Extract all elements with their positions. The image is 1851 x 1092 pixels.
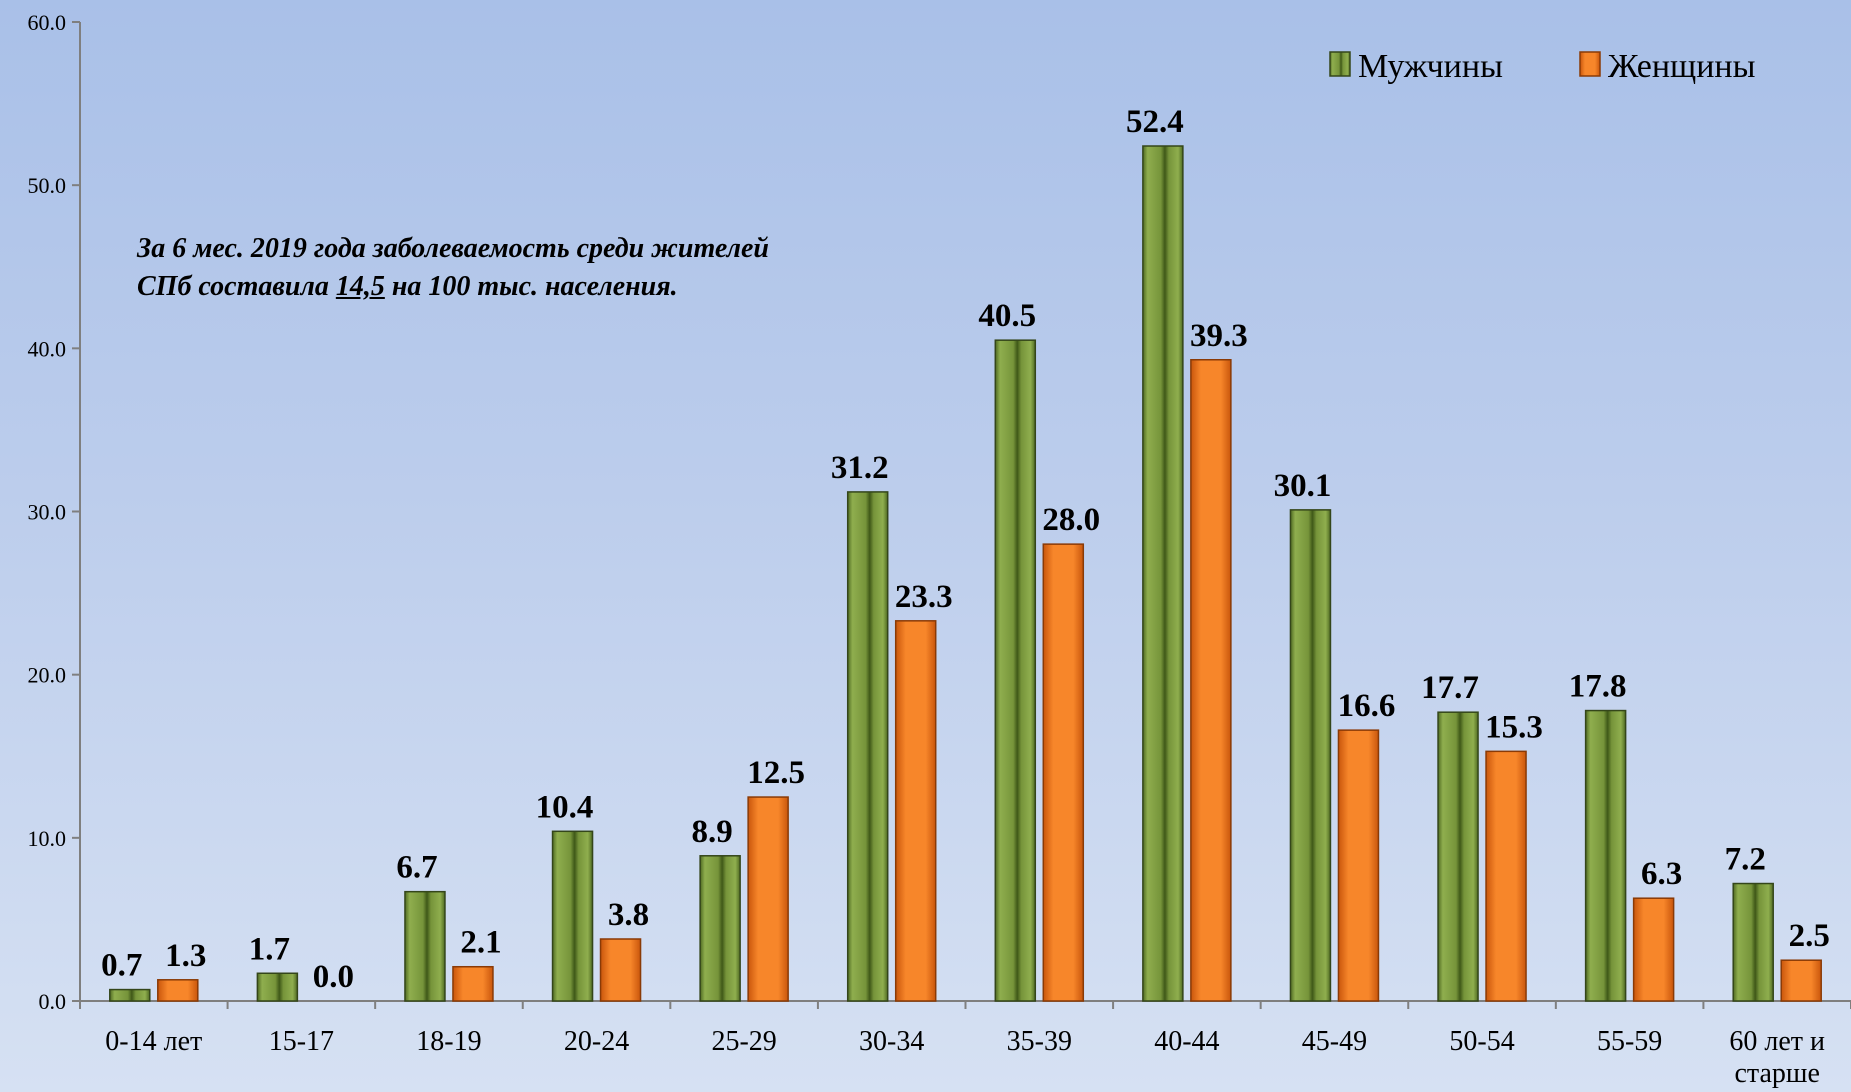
bar-men xyxy=(994,339,1037,1002)
y-axis: 0.0 10.0 20.0 30.0 40.0 50.0 60.0 xyxy=(28,10,81,1014)
bar-men xyxy=(1732,882,1774,1002)
legend-swatch xyxy=(1329,51,1351,77)
annotation-line-2-start: СПб составила xyxy=(137,271,336,302)
data-label: 17.8 xyxy=(1569,669,1627,705)
data-label: 2.1 xyxy=(460,925,501,961)
data-label: 10.4 xyxy=(536,789,594,825)
data-label: 30.1 xyxy=(1274,468,1332,504)
y-tick-label: 20.0 xyxy=(28,663,67,688)
bar-women xyxy=(1042,543,1085,1002)
x-tick-label: 40-44 xyxy=(1154,1026,1219,1057)
bar-men xyxy=(256,972,299,1002)
bar-men xyxy=(551,830,594,1002)
data-label: 12.5 xyxy=(747,755,805,791)
bar-women xyxy=(157,979,199,1002)
x-tick-label: 35-39 xyxy=(1007,1026,1072,1057)
bar-men xyxy=(1142,145,1184,1002)
x-axis: 0-14 лет 15-17 18-19 20-24 25-29 30-34 35-39 40… xyxy=(79,1000,1851,1089)
bar-women xyxy=(747,796,789,1002)
bar-women xyxy=(1190,359,1232,1002)
data-label: 1.3 xyxy=(165,938,206,974)
data-label: 23.3 xyxy=(895,579,953,615)
x-tick-label: 60 лет и старше xyxy=(1729,1026,1825,1089)
bar-men xyxy=(699,855,741,1002)
data-label: 17.7 xyxy=(1421,670,1479,706)
data-label: 28.0 xyxy=(1042,502,1100,538)
x-tick-label: 0-14 лет xyxy=(105,1026,202,1057)
legend-swatch xyxy=(1579,51,1601,77)
bar-men xyxy=(846,491,889,1002)
annotation-line-1: За 6 мес. 2019 года заболеваемость среди… xyxy=(137,233,769,264)
data-label: 7.2 xyxy=(1725,842,1766,878)
legend: Мужчины Женщины xyxy=(1329,48,1756,85)
bar-men xyxy=(109,988,151,1002)
data-label: 3.8 xyxy=(608,897,649,933)
x-tick-label: 18-19 xyxy=(416,1026,481,1057)
x-tick-label: 30-34 xyxy=(859,1026,924,1057)
x-tick-label: 20-24 xyxy=(564,1026,629,1057)
bar-men xyxy=(1437,711,1479,1002)
data-label: 8.9 xyxy=(692,814,733,850)
bar-men xyxy=(404,890,446,1002)
y-tick-label: 40.0 xyxy=(28,336,67,361)
bar-women xyxy=(1632,897,1675,1002)
bar-women xyxy=(1485,750,1527,1002)
annotation-note: За 6 мес. 2019 года заболеваемость среди… xyxy=(137,230,769,306)
y-tick-label: 0.0 xyxy=(39,989,67,1014)
bar-men xyxy=(1584,709,1627,1002)
data-label: 40.5 xyxy=(978,298,1036,334)
data-label: 15.3 xyxy=(1485,709,1543,745)
x-tick-label: 25-29 xyxy=(711,1026,776,1057)
bar-women xyxy=(894,620,937,1002)
annotation-highlight-value: 14,5 xyxy=(335,271,385,302)
x-tick-label: 45-49 xyxy=(1302,1026,1367,1057)
x-tick-label: 50-54 xyxy=(1449,1026,1514,1057)
y-tick-label: 10.0 xyxy=(28,826,67,851)
bars xyxy=(109,145,1822,1002)
data-label: 0.0 xyxy=(313,959,354,995)
y-tick-label: 30.0 xyxy=(28,500,67,525)
annotation-line-2-end: на 100 тыс. населения. xyxy=(384,271,678,302)
data-label: 0.7 xyxy=(101,948,142,984)
bar-women xyxy=(452,965,494,1002)
data-label: 39.3 xyxy=(1190,318,1248,354)
annotation-line-2: СПб составила 14,5 на 100 тыс. населения… xyxy=(137,268,769,306)
data-label: 2.5 xyxy=(1789,918,1830,954)
bar-women xyxy=(1780,959,1822,1002)
data-label: 16.6 xyxy=(1338,688,1396,724)
y-tick-label: 50.0 xyxy=(28,173,67,198)
x-tick-label: 15-17 xyxy=(269,1026,334,1057)
bar-men xyxy=(1289,509,1332,1002)
data-label: 1.7 xyxy=(249,931,290,967)
data-label: 6.7 xyxy=(396,850,437,886)
data-label: 52.4 xyxy=(1126,104,1184,140)
x-tick-label: 55-59 xyxy=(1597,1026,1662,1057)
bar-women xyxy=(599,938,642,1002)
data-labels: 0.7 1.7 6.7 10.4 8.9 31.2 40.5 52.4 30.1 17.7 17.8… xyxy=(101,104,1830,995)
y-tick-label: 60.0 xyxy=(28,10,67,35)
data-label: 31.2 xyxy=(831,450,889,486)
data-label: 6.3 xyxy=(1641,856,1682,892)
legend-label: Женщины xyxy=(1608,48,1756,85)
legend-label: Мужчины xyxy=(1358,48,1503,85)
bar-women xyxy=(1337,729,1380,1002)
